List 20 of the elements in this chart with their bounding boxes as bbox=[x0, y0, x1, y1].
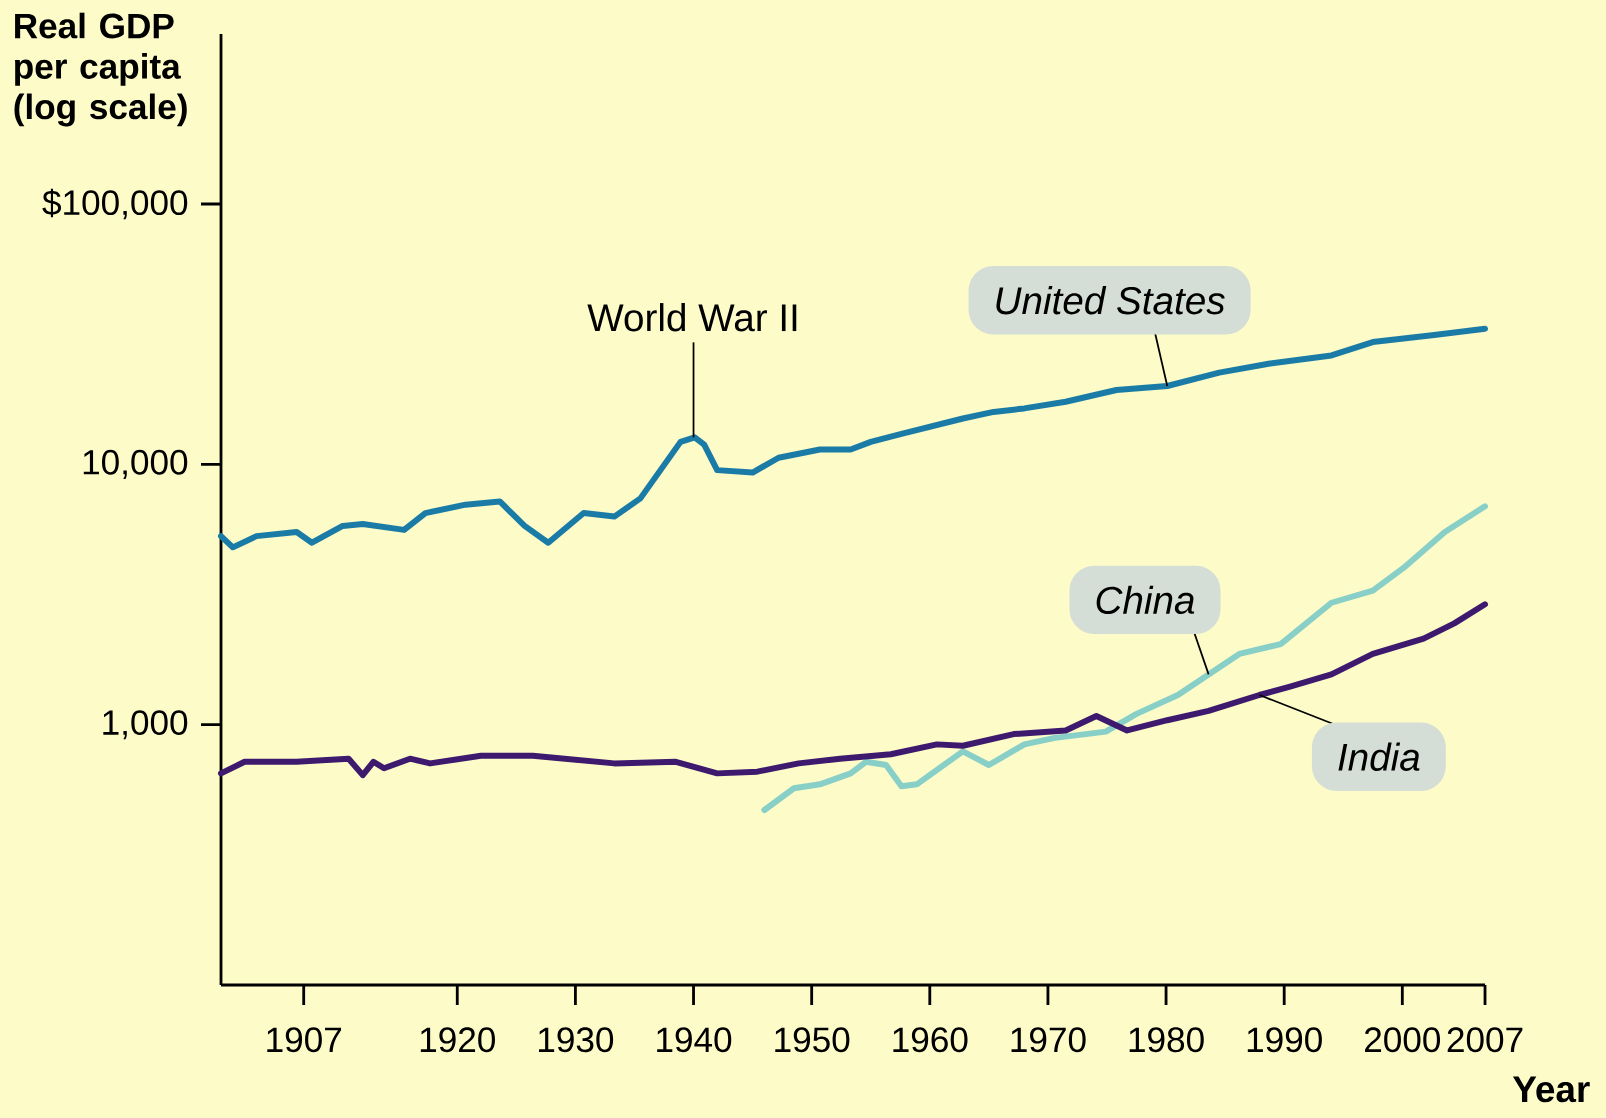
y-tick-label: 10,000 bbox=[83, 449, 188, 479]
x-tick-label: 1970 bbox=[1011, 1027, 1086, 1053]
x-tick-label: 1990 bbox=[1247, 1027, 1322, 1053]
x-tick-label: 1930 bbox=[539, 1027, 614, 1053]
series-label: China bbox=[1096, 585, 1195, 615]
x-tick-label: 1980 bbox=[1129, 1027, 1204, 1053]
x-tick-label: 1907 bbox=[267, 1027, 342, 1053]
x-tick-label: 1940 bbox=[657, 1027, 732, 1053]
x-tick-label: 2007 bbox=[1447, 1027, 1523, 1053]
x-tick-label: 1920 bbox=[420, 1027, 495, 1053]
y-tick-label: 1,000 bbox=[103, 710, 188, 740]
x-tick-label: 1950 bbox=[775, 1027, 850, 1053]
y-axis-title: Real GDP per capita (log scale) bbox=[14, 12, 187, 127]
series-label: India bbox=[1338, 742, 1420, 771]
x-axis-title: Year bbox=[1512, 1076, 1590, 1103]
x-tick-label: 2000 bbox=[1365, 1027, 1441, 1053]
annotation: World War II bbox=[587, 303, 797, 332]
series-label: United States bbox=[996, 286, 1225, 315]
y-tick-label: $100,000 bbox=[42, 188, 188, 220]
x-tick-label: 1960 bbox=[893, 1027, 968, 1053]
